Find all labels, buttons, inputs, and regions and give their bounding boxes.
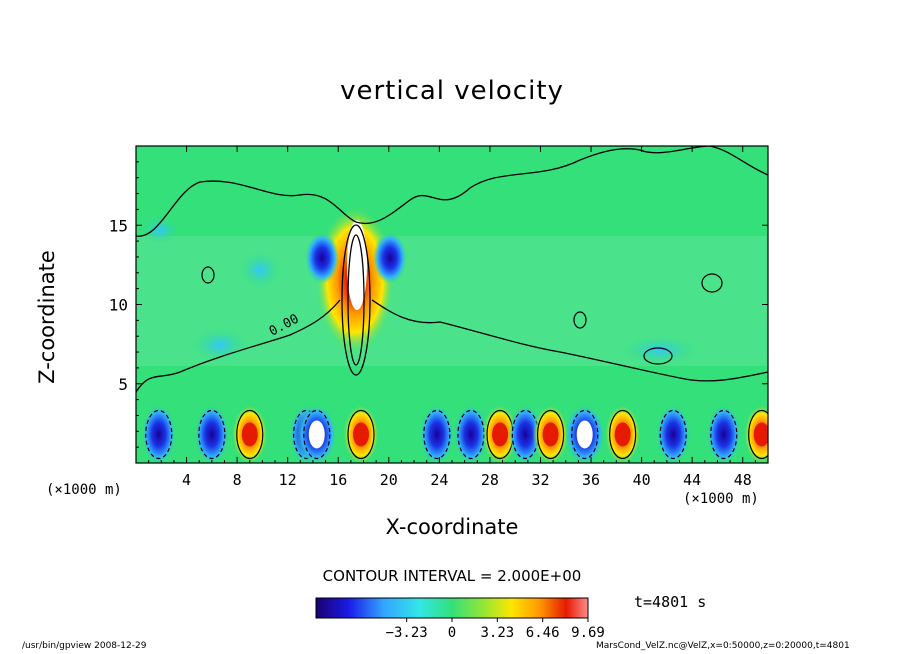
contour-zero-left <box>136 299 341 393</box>
cell-contour <box>236 409 264 460</box>
x-unit-label-left: (×1000 m) <box>46 482 122 498</box>
x-tick-label: 44 <box>683 471 701 489</box>
contour-small <box>701 273 723 293</box>
cell-contour <box>710 409 738 460</box>
updraft-core <box>614 422 631 447</box>
y-axis-label: Z-coordinate <box>35 250 59 384</box>
updraft-core <box>542 422 559 447</box>
colorbar-tick-label: 6.46 <box>526 625 560 641</box>
downdraft-cell <box>656 404 691 463</box>
updraft-core <box>352 422 369 447</box>
downdraft-cell <box>194 404 229 463</box>
field-cell <box>238 250 282 290</box>
downdraft-cell <box>419 404 454 463</box>
cell-contour <box>536 409 565 460</box>
cell-contour <box>145 409 173 460</box>
contour-small <box>201 266 215 284</box>
chart-title: vertical velocity <box>340 76 564 106</box>
field-cell <box>140 215 180 245</box>
cell-contour <box>198 409 226 460</box>
colorbar-tick-label: −3.23 <box>386 625 428 641</box>
downdraft-core <box>308 420 325 449</box>
field-cell <box>620 335 700 365</box>
x-tick-label: 24 <box>430 471 448 489</box>
updraft-core <box>492 422 509 447</box>
colorbar <box>315 597 589 619</box>
contour-interval: CONTOUR INTERVAL = 2.000E+00 <box>322 567 582 585</box>
x-tick-label: 8 <box>233 471 242 489</box>
cell-contour <box>347 409 375 460</box>
cell-contour <box>659 409 687 460</box>
plume-downdraft-left <box>305 232 339 284</box>
contour-zero-right <box>371 299 768 382</box>
field-cell <box>190 327 250 363</box>
x-tick-label: 12 <box>279 471 297 489</box>
y-axis: 5 10 15 <box>109 161 768 448</box>
contour-small <box>643 347 673 365</box>
x-tick-label: 28 <box>481 471 499 489</box>
x-tick-label: 48 <box>734 471 752 489</box>
contour-small <box>573 311 587 329</box>
x-tick-label: 16 <box>329 471 347 489</box>
contour-zero-upper <box>136 146 768 237</box>
colorbar-ticks: −3.23 0 3.23 6.46 9.69 <box>386 618 605 641</box>
x-tick-label: 4 <box>182 471 191 489</box>
downdraft-cell <box>706 404 741 463</box>
x-tick-label: 40 <box>633 471 651 489</box>
plume-downdraft-right <box>373 232 407 284</box>
cell-contour <box>303 409 331 460</box>
x-unit-label-right: (×1000 m) <box>683 491 759 507</box>
downdraft-cell <box>508 404 543 463</box>
cell-contour <box>571 409 599 460</box>
cell-contour <box>609 409 637 460</box>
colorbar-tick-label: 3.23 <box>480 625 514 641</box>
footer-left: /usr/bin/gpview 2008-12-29 <box>22 641 147 651</box>
x-tick-label: 36 <box>582 471 600 489</box>
y-tick-label: 5 <box>118 375 128 394</box>
y-tick-label: 15 <box>109 216 128 235</box>
colorbar-tick-label: 9.69 <box>571 625 605 641</box>
time-label: t=4801 s <box>634 593 707 611</box>
updraft-core <box>241 422 258 447</box>
footer-right: MarsCond_VelZ.nc@VelZ,x=0:50000,z=0:2000… <box>596 641 850 651</box>
contour-plume <box>341 224 371 376</box>
cell-contour <box>748 409 768 460</box>
velocity-field: 0.00 <box>136 146 768 463</box>
cell-contour <box>423 409 451 460</box>
contour-plume <box>347 234 365 366</box>
updraft-core <box>753 422 768 447</box>
x-axis: 4 8 12 16 20 24 28 32 36 40 44 48 <box>148 146 756 489</box>
downdraft-core <box>576 420 593 449</box>
x-axis-label: X-coordinate <box>385 515 519 539</box>
x-tick-label: 32 <box>531 471 549 489</box>
downdraft-cell <box>453 404 488 463</box>
colorbar-tick-label: 0 <box>448 625 456 641</box>
x-tick-label: 20 <box>380 471 398 489</box>
downdraft-cell <box>141 404 176 463</box>
y-tick-label: 10 <box>109 296 128 315</box>
